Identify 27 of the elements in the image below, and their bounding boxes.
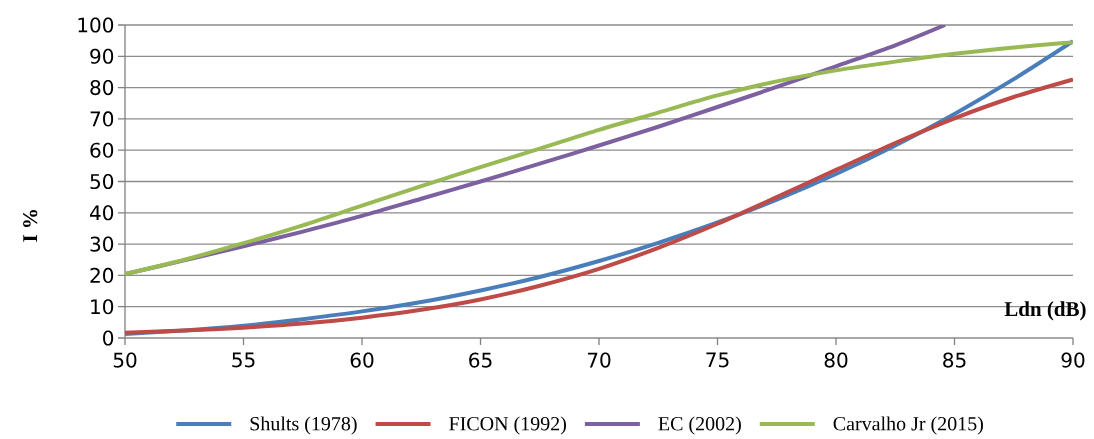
y-tick-label: 40 xyxy=(89,205,114,221)
x-tick-label: 60 xyxy=(350,352,374,368)
x-axis-title: Ldn (dB) xyxy=(1004,301,1086,321)
y-tick-label: 10 xyxy=(91,299,114,315)
y-tick-label: 70 xyxy=(90,111,114,127)
line-series xyxy=(125,40,1074,277)
x-tick-label: 85 xyxy=(943,352,966,368)
x-tick-label: 50 xyxy=(113,352,137,368)
y-tick-label: 100 xyxy=(78,17,114,33)
y-tick-label: 90 xyxy=(90,48,114,64)
x-tick-label: 70 xyxy=(587,352,611,368)
x-tick-label: 55 xyxy=(232,352,255,368)
x-tick-label: 65 xyxy=(469,352,492,368)
y-tick-label: 80 xyxy=(90,80,114,96)
y-tick-label: 30 xyxy=(90,236,114,252)
y-tick-label: 60 xyxy=(90,142,114,158)
legend-label: EC (2002) xyxy=(658,416,741,435)
y-tick-label: 0 xyxy=(103,330,114,346)
x-tick-label: 80 xyxy=(824,352,848,368)
y-tick-label: 50 xyxy=(90,173,114,190)
legend-label: FICON (1992) xyxy=(449,416,566,435)
x-tick-label: 90 xyxy=(1061,352,1085,368)
legend-label: Shults (1978) xyxy=(250,416,357,435)
legend-label: Carvalho Jr (2015) xyxy=(833,416,983,435)
y-tick-label: 20 xyxy=(90,267,114,283)
y-axis-title: I % xyxy=(23,210,38,242)
x-tick-label: 75 xyxy=(706,352,729,368)
